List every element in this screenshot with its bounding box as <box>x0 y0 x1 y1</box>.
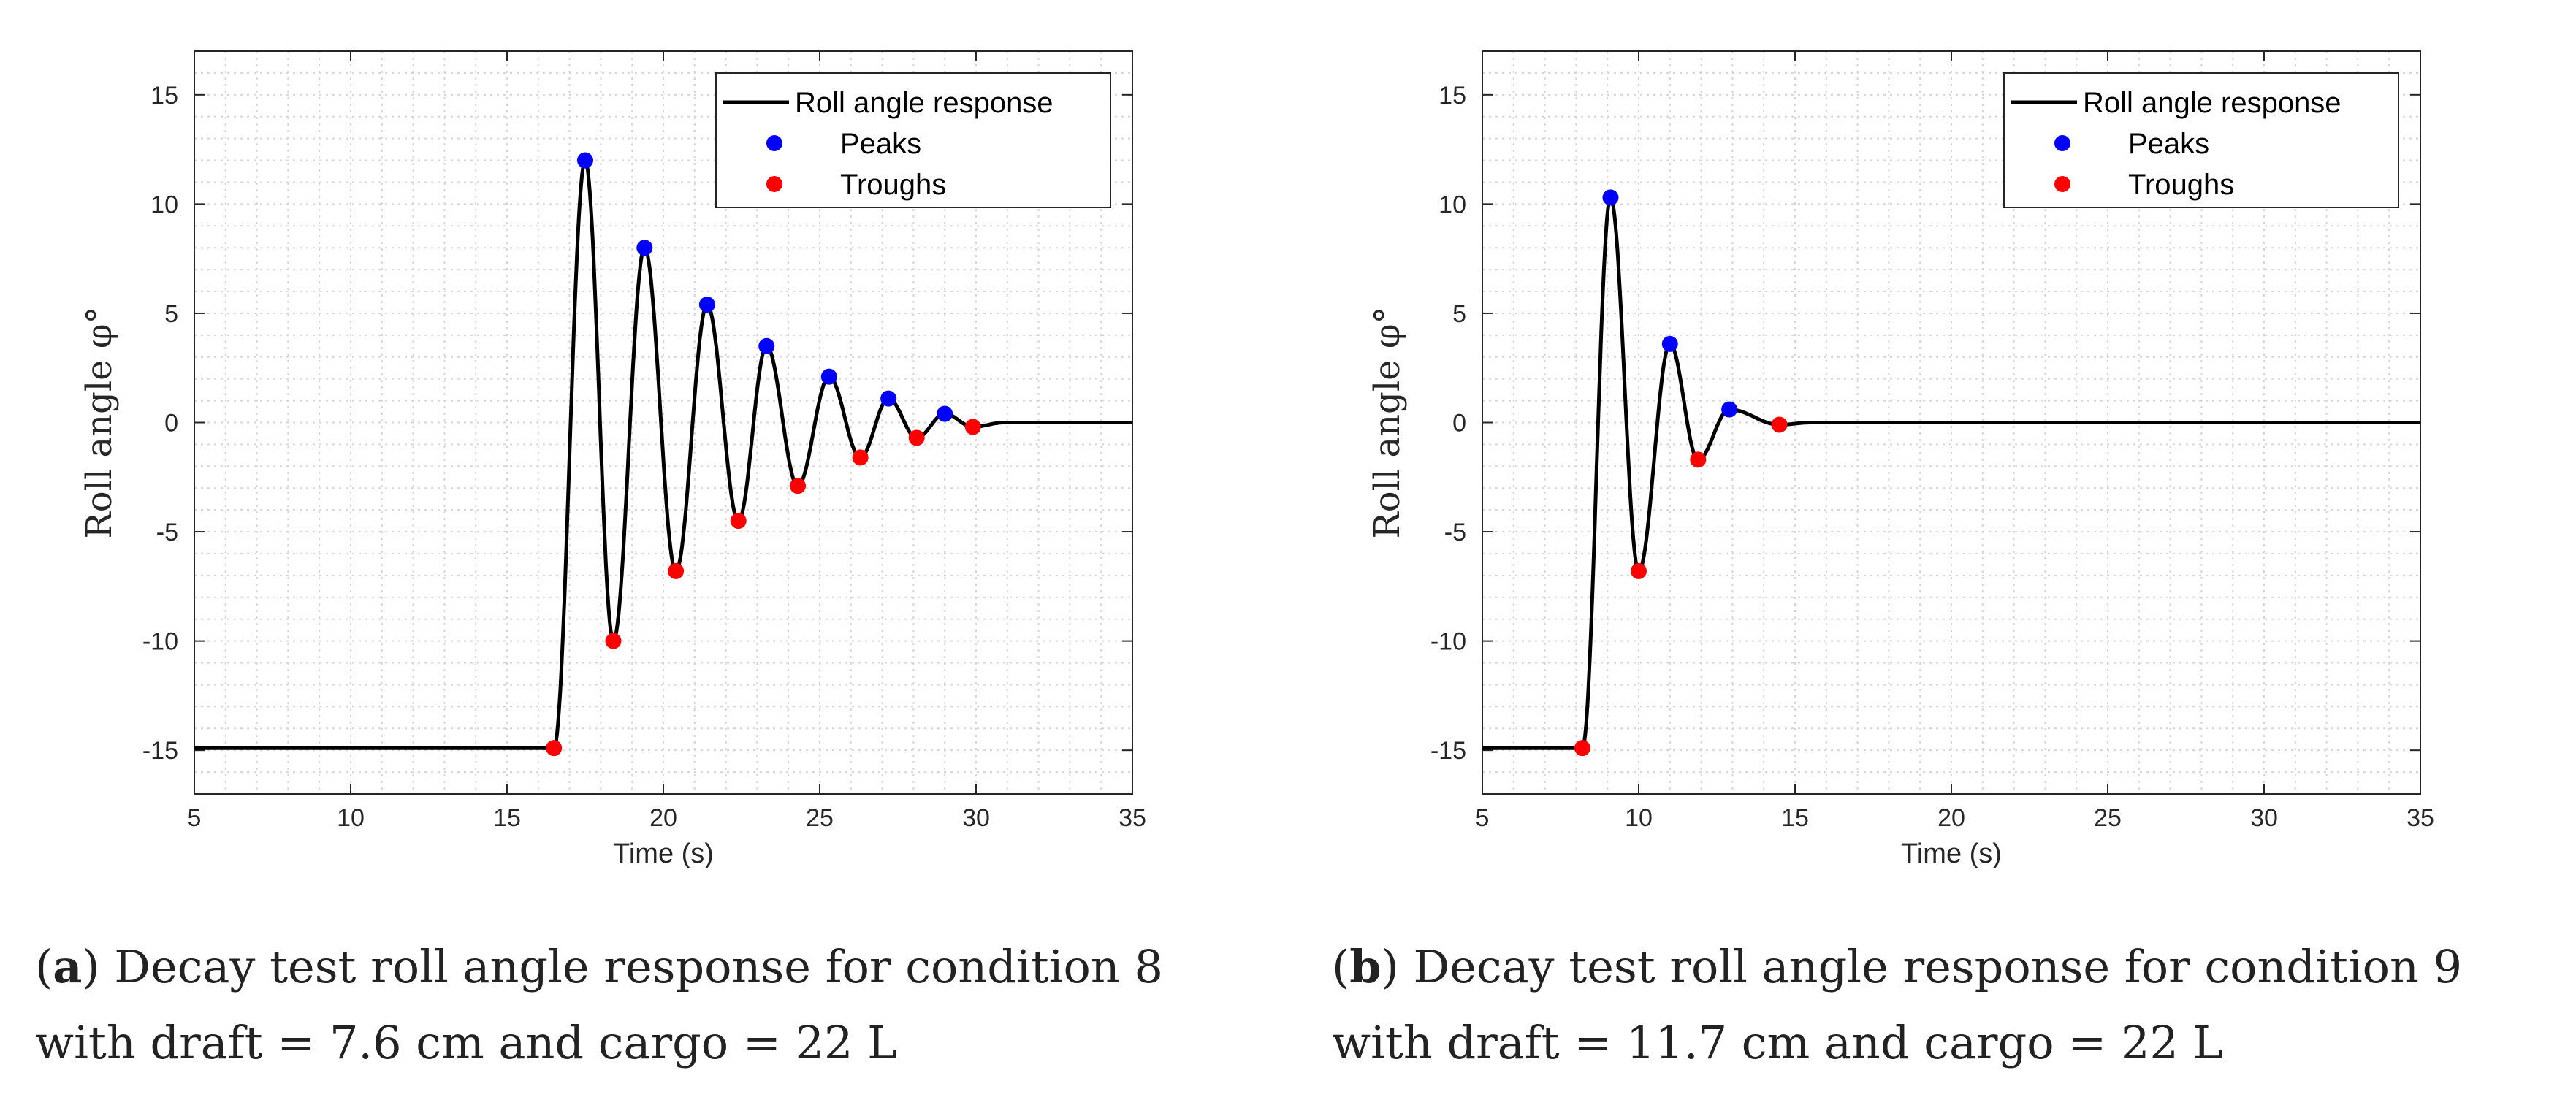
y-tick-label: 15 <box>1438 82 1466 110</box>
y-tick-label: -5 <box>156 519 178 546</box>
trough-point <box>908 429 925 446</box>
caption-a-letter: a <box>53 940 83 993</box>
y-tick-label: -10 <box>142 628 178 656</box>
peak-point <box>1661 335 1678 352</box>
grid <box>1482 51 2420 794</box>
peak-point <box>758 337 775 354</box>
trough-point <box>1631 562 1647 579</box>
legend-troughs-swatch <box>2054 176 2070 192</box>
trough-point <box>1690 451 1707 468</box>
peak-point <box>636 240 653 256</box>
x-tick-label: 35 <box>2407 804 2434 832</box>
trough-point <box>730 513 747 530</box>
peak-point <box>698 296 715 313</box>
y-axis-label: Roll angle φ° <box>1367 307 1408 539</box>
y-axis-label: Roll angle φ° <box>79 307 120 539</box>
y-tick-label: 10 <box>150 191 178 218</box>
peak-point <box>577 152 593 169</box>
peak-point <box>880 390 897 407</box>
legend-label: Roll angle response <box>2083 87 2341 119</box>
legend-label: Troughs <box>2128 169 2234 201</box>
trough-point <box>852 449 869 466</box>
legend-peaks-swatch <box>2054 135 2070 151</box>
x-tick-label: 30 <box>962 804 990 832</box>
trough-point <box>790 478 807 494</box>
peak-point <box>1721 401 1738 418</box>
legend-label: Peaks <box>840 128 921 160</box>
x-tick-label: 25 <box>2094 804 2122 832</box>
legend-peaks-swatch <box>766 135 782 151</box>
trough-point <box>1771 416 1788 433</box>
peak-point <box>820 368 837 385</box>
trough-point <box>668 562 685 579</box>
chart-a: 5 10 15 20 25 30 35 -15 -10 -5 0 5 10 15 Time (s) Roll … <box>79 50 1146 869</box>
x-tick-label: 15 <box>493 804 521 832</box>
y-tick-label: 5 <box>164 300 178 328</box>
x-tick-label: 35 <box>1119 804 1146 832</box>
x-tick-label: 5 <box>188 804 202 832</box>
y-tick-label: 5 <box>1452 300 1466 328</box>
y-tick-label: -15 <box>142 737 178 765</box>
caption-b-letter: b <box>1349 940 1382 993</box>
y-tick-label: -10 <box>1430 628 1466 656</box>
x-tick-label: 5 <box>1476 804 1490 832</box>
x-tick-label: 30 <box>2250 804 2278 832</box>
caption-b: (b) Decay test roll angle response for c… <box>1332 940 2463 1069</box>
grid <box>194 51 1132 794</box>
x-tick-label: 15 <box>1781 804 1809 832</box>
legend-label: Troughs <box>840 169 946 201</box>
trough-point <box>605 633 622 649</box>
y-tick-label: 10 <box>1438 191 1466 218</box>
y-tick-label: 0 <box>1452 410 1466 438</box>
x-axis-label: Time (s) <box>613 839 714 869</box>
y-tick-label: 0 <box>164 410 178 438</box>
chart-panel-a: 5 10 15 20 25 30 35 -15 -10 -5 0 5 10 15 Time (s) Roll … <box>35 50 1163 1069</box>
x-tick-label: 25 <box>806 804 834 832</box>
peak-point <box>937 405 953 422</box>
y-tick-label: -15 <box>1430 737 1466 765</box>
caption-a: (a) Decay test roll angle response for c… <box>35 940 1163 1069</box>
y-tick-label: -5 <box>1444 519 1466 546</box>
x-tick-label: 10 <box>337 804 365 832</box>
legend-label: Roll angle response <box>795 87 1053 119</box>
caption-b-text: Decay test roll angle response for condi… <box>1332 940 2463 1069</box>
x-axis-label: Time (s) <box>1901 839 2002 869</box>
legend: Roll angle response Peaks Troughs <box>2003 72 2399 208</box>
legend: Roll angle response Peaks Troughs <box>715 72 1111 208</box>
legend-troughs-swatch <box>766 176 782 192</box>
trough-point <box>964 419 981 435</box>
legend-label: Peaks <box>2128 128 2209 160</box>
peak-point <box>1602 189 1619 206</box>
chart-b: 5 10 15 20 25 30 35 -15 -10 -5 0 5 10 15 Time (s) Roll … <box>1367 50 2434 869</box>
caption-a-text: Decay test roll angle response for condi… <box>35 940 1163 1069</box>
x-tick-label: 20 <box>1937 804 1965 832</box>
chart-panel-b: 5 10 15 20 25 30 35 -15 -10 -5 0 5 10 15 Time (s) Roll … <box>1288 0 2576 1100</box>
trough-point <box>546 740 563 757</box>
x-tick-label: 10 <box>1625 804 1653 832</box>
y-tick-label: 15 <box>150 82 178 110</box>
x-tick-label: 20 <box>649 804 677 832</box>
trough-point <box>1574 740 1590 757</box>
